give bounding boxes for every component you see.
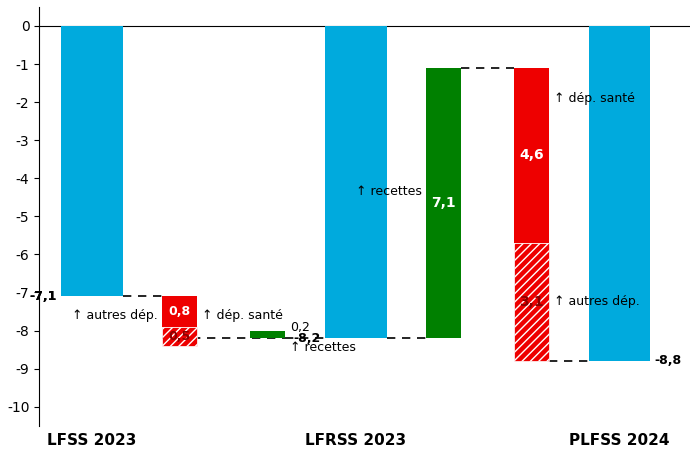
Bar — [589, 26, 650, 361]
Text: 4,6: 4,6 — [519, 148, 544, 163]
Bar — [514, 68, 549, 243]
Bar — [61, 26, 123, 296]
Text: -7,1: -7,1 — [29, 290, 56, 303]
Text: 0,2: 0,2 — [290, 321, 309, 334]
Bar — [162, 296, 197, 327]
Text: LFRSS 2023: LFRSS 2023 — [305, 433, 406, 448]
Text: 0,5: 0,5 — [169, 330, 191, 343]
Bar — [514, 243, 549, 361]
Text: ↑ dép. santé: ↑ dép. santé — [553, 92, 634, 105]
Text: PLFSS 2024: PLFSS 2024 — [569, 433, 670, 448]
Text: ↑ recettes: ↑ recettes — [356, 185, 422, 198]
Text: ↑ recettes: ↑ recettes — [290, 341, 355, 354]
Bar — [325, 26, 387, 338]
Text: ↑ autres dép.: ↑ autres dép. — [72, 309, 158, 322]
Text: -8,2: -8,2 — [293, 331, 321, 345]
Text: LFSS 2023: LFSS 2023 — [47, 433, 137, 448]
Text: 3,1: 3,1 — [519, 295, 544, 309]
Text: ↑ autres dép.: ↑ autres dép. — [553, 296, 639, 308]
Text: -7,1: -7,1 — [29, 290, 56, 303]
Bar — [250, 331, 286, 338]
Bar — [426, 68, 461, 338]
Bar — [162, 327, 197, 346]
Text: 0,8: 0,8 — [169, 305, 191, 318]
Text: ↑ dép. santé: ↑ dép. santé — [202, 309, 283, 322]
Text: -8,8: -8,8 — [655, 355, 682, 367]
Text: 7,1: 7,1 — [431, 196, 456, 210]
